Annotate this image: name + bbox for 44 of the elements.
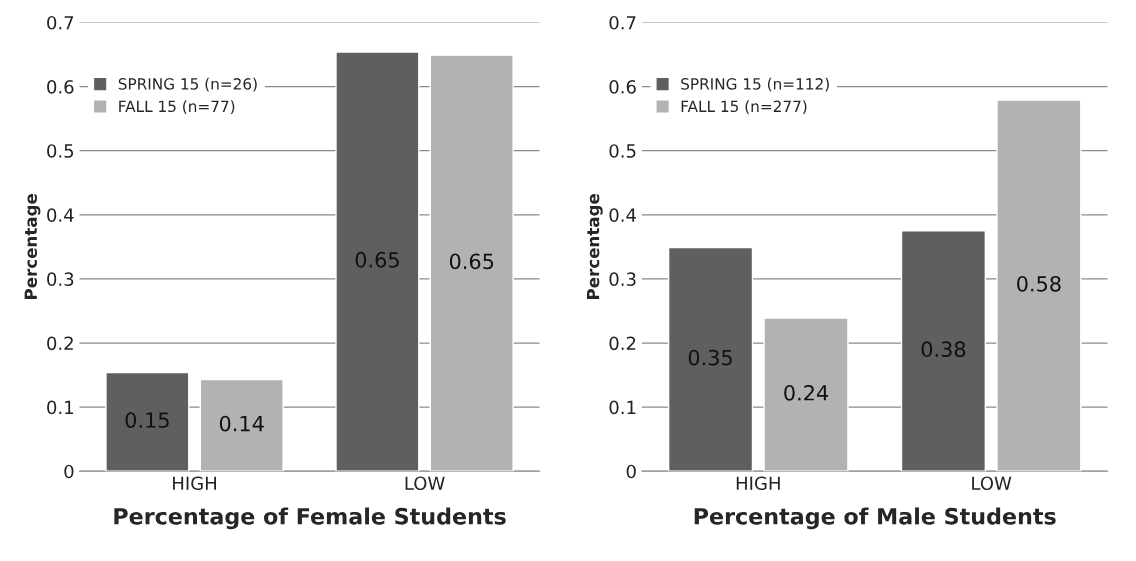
x-tick-label: HIGH (736, 476, 780, 491)
bar (763, 317, 849, 472)
y-tick-label: 0.1 (47, 400, 73, 415)
data-label: 0.24 (784, 384, 829, 401)
data-label: 0.38 (921, 341, 966, 358)
bar (996, 99, 1082, 472)
y-axis-title: Percentage (586, 194, 603, 299)
x-tick-label: HIGH (173, 476, 216, 491)
legend-label: FALL 15 (n=277) (681, 100, 807, 114)
y-tick-label: 0 (626, 464, 636, 479)
data-label: 0.15 (125, 412, 169, 428)
data-label: 0.58 (1017, 275, 1061, 292)
bar (199, 378, 284, 472)
bar (900, 230, 987, 472)
legend-label: SPRING 15 (n=26) (118, 77, 257, 92)
y-tick-label: 0.2 (609, 336, 636, 351)
bar (105, 371, 190, 472)
y-tick-label: 0.5 (47, 144, 74, 158)
x-tick-label: LOW (972, 476, 1012, 491)
bar (667, 246, 754, 472)
y-tick-label: 0.1 (609, 400, 636, 415)
x-tick-label: LOW (405, 476, 445, 491)
bar (429, 54, 514, 472)
data-label: 0.65 (355, 251, 399, 268)
y-tick-label: 0.3 (47, 272, 74, 287)
y-tick-label: 0.2 (47, 336, 73, 351)
legend-label: FALL 15 (n=77) (119, 100, 235, 114)
y-tick-label: 0.4 (609, 208, 636, 222)
y-tick-label: 0.5 (609, 144, 636, 158)
y-axis-title: Percentage (24, 194, 41, 299)
y-tick-label: 0.6 (47, 80, 74, 94)
legend-label: SPRING 15 (n=112) (681, 77, 829, 92)
x-axis-title: Percentage of Male Students (694, 507, 1056, 530)
y-tick-label: 0 (64, 464, 74, 479)
data-label: 0.14 (219, 415, 264, 432)
data-label: 0.65 (449, 253, 494, 270)
y-tick-label: 0.6 (609, 80, 636, 94)
y-tick-label: 0.7 (609, 15, 636, 30)
y-tick-label: 0.7 (47, 15, 74, 30)
y-tick-label: 0.3 (609, 272, 636, 287)
data-label: 0.35 (688, 349, 732, 366)
y-tick-label: 0.4 (47, 208, 74, 222)
bar (335, 51, 420, 472)
x-axis-title: Percentage of Female Students (114, 507, 506, 530)
